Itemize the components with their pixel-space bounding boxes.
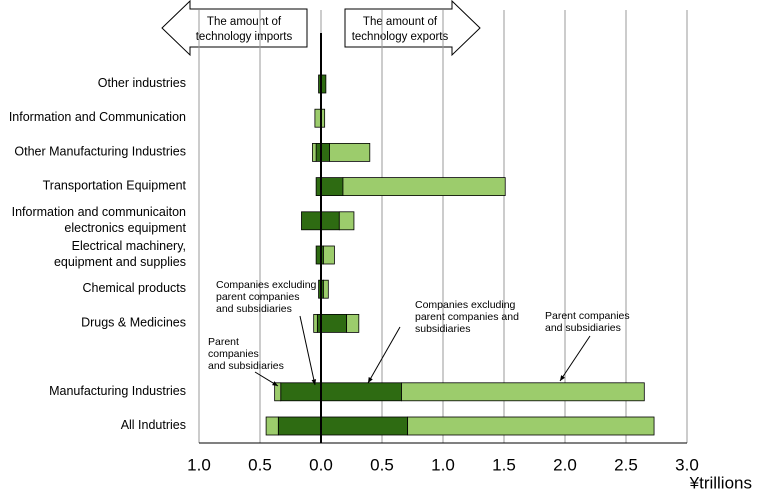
x-tick-label: 0.0 <box>309 455 333 474</box>
bar-segment <box>320 177 344 197</box>
annotation: Parent companies <box>545 310 630 322</box>
x-tick-label: 1.0 <box>187 455 211 474</box>
annotation: parent companies <box>216 291 299 303</box>
category-label: Information and Communication <box>9 110 186 124</box>
bar-segment <box>329 142 371 162</box>
bar-segment <box>320 142 330 162</box>
bar-segment <box>313 313 318 333</box>
bar-segment <box>280 382 322 402</box>
category-label: Electrical machinery, equipment and suppl… <box>54 239 186 269</box>
bar-segment <box>342 177 506 197</box>
category-label: Drugs & Medicines <box>81 316 186 330</box>
category-label: Other Manufacturing Industries <box>14 145 186 159</box>
annotation: Companies excluding <box>216 279 317 291</box>
x-tick-label: 1.5 <box>492 455 516 474</box>
x-tick-label: 0.5 <box>370 455 394 474</box>
x-axis-label: ¥trillions <box>689 473 752 492</box>
category-label: Other industries <box>98 76 186 90</box>
annotation-arrowhead <box>560 375 566 381</box>
bar-segment <box>320 211 340 231</box>
category-label: Manufacturing Industries <box>49 384 186 398</box>
category-label: Information and communicaiton electronics… <box>12 205 187 235</box>
annotation-arrowhead <box>368 377 373 383</box>
category-label: Transportation Equipment <box>43 179 187 193</box>
annotation-arrowhead <box>311 379 317 385</box>
exports-arrow <box>344 0 481 57</box>
bar-segment <box>320 382 402 402</box>
bar-segment <box>323 245 335 265</box>
bar-segment <box>274 382 282 402</box>
annotation-leader <box>299 315 316 386</box>
bar-segment <box>320 416 409 436</box>
bar-segment <box>401 382 645 402</box>
bar-segment <box>301 211 322 231</box>
annotation: Companies excluding <box>415 299 516 311</box>
annotation: companies <box>208 348 259 360</box>
x-tick-label: 2.0 <box>553 455 577 474</box>
annotation: subsidiaries <box>415 323 470 335</box>
bar-segment <box>265 416 279 436</box>
arrow-text: The amount of <box>363 16 438 28</box>
annotation: parent companies and <box>415 311 519 323</box>
x-tick-label: 0.5 <box>248 455 272 474</box>
bar-segment <box>346 313 360 333</box>
category-label: All Indutries <box>121 418 186 432</box>
x-tick-label: 1.0 <box>431 455 455 474</box>
bar-segment <box>338 211 355 231</box>
arrow-text: The amount of <box>207 16 282 28</box>
annotation: and subsidiaries <box>208 360 284 372</box>
bar-segment <box>312 142 317 162</box>
annotation-leader <box>367 326 401 384</box>
annotation: and subsidiaries <box>216 303 292 315</box>
annotation-arrowhead <box>272 381 278 386</box>
x-tick-label: 2.5 <box>614 455 638 474</box>
arrow-text: technology exports <box>352 31 449 43</box>
annotation: Parent <box>208 336 239 348</box>
bar-segment <box>277 416 322 436</box>
category-label: Chemical products <box>82 281 186 295</box>
bar-segment <box>407 416 655 436</box>
x-tick-label: 3.0 <box>675 455 699 474</box>
bar-segment <box>320 313 348 333</box>
annotation: and subsidiaries <box>545 322 621 334</box>
annotation-leader <box>559 335 591 382</box>
arrow-text: technology imports <box>196 31 293 43</box>
bar-segment <box>323 279 329 299</box>
imports-arrow <box>161 0 308 57</box>
